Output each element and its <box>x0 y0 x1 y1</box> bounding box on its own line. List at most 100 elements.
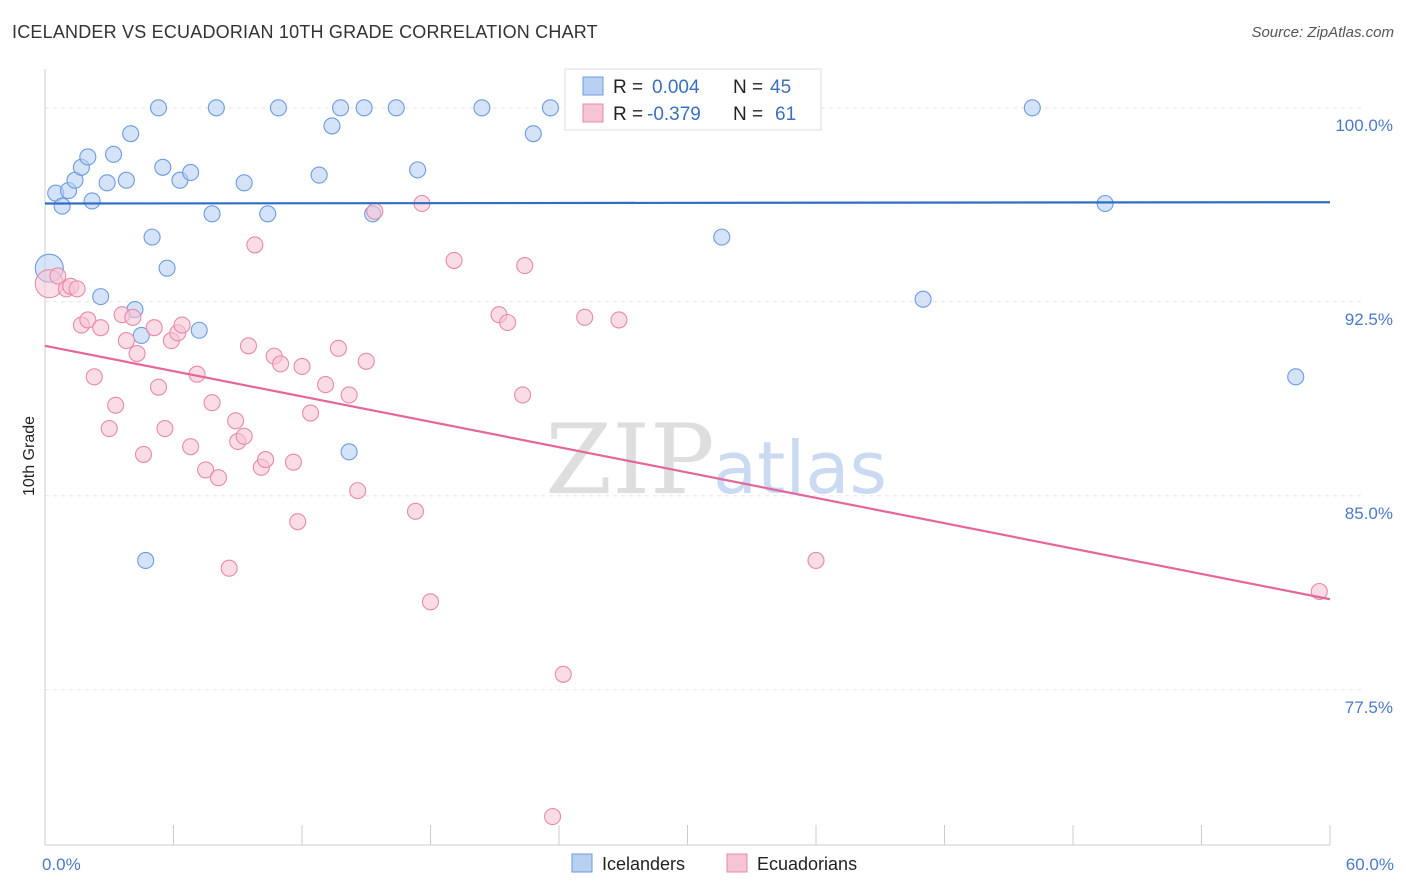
icelander-point <box>259 205 277 223</box>
icelander-point <box>182 163 200 182</box>
ecuadorian-point <box>445 251 463 269</box>
ecuadorian-point <box>257 451 275 469</box>
legend-swatch-ecuadorians <box>582 103 604 123</box>
ecuadorian-point <box>284 453 302 471</box>
bottom-legend-swatch-icelanders <box>571 853 593 873</box>
trend-lines <box>44 201 1331 601</box>
legend-swatch-icelanders <box>582 76 604 96</box>
icelander-point <box>149 99 168 117</box>
bottom-legend-icelanders: Icelanders <box>602 854 685 874</box>
watermark-atlas: atlas <box>713 426 887 510</box>
icelander-point <box>524 125 542 143</box>
icelander-point <box>473 99 491 117</box>
ecuadorian-point <box>107 396 125 414</box>
ecuadorian-point <box>349 482 367 500</box>
icelander-point <box>207 99 225 117</box>
series-legend: Icelanders Ecuadorians <box>571 853 857 874</box>
icelander-point <box>122 125 140 143</box>
icelander-point <box>235 174 253 192</box>
stats-legend: R = 0.004 N = 45 R = -0.379 N = 61 <box>564 68 822 131</box>
ecuadorian-point <box>156 419 174 438</box>
ecuadorian-point <box>293 357 311 376</box>
ecuadorian-point <box>366 202 384 220</box>
icelander-point <box>1023 99 1041 117</box>
legend-n-label-1: N = <box>733 77 763 98</box>
icelander-point <box>143 228 161 246</box>
ecuadorian-point <box>92 319 110 337</box>
data-points <box>34 99 1328 826</box>
ecuadorian-point <box>145 319 163 337</box>
ecuadorian-point <box>340 386 358 404</box>
icelander-point <box>158 259 176 277</box>
ecuadorian-point <box>317 376 335 394</box>
icelander-point <box>541 99 559 117</box>
ecuadorian-point <box>134 445 153 463</box>
ecuadorian-point <box>149 378 168 396</box>
icelander-point <box>203 205 221 223</box>
ecuadorian-point <box>209 469 228 487</box>
legend-r-value-icelanders: 0.004 <box>652 77 700 98</box>
ecuadorian-point <box>79 311 97 329</box>
ecuadorian-point <box>49 267 67 285</box>
legend-n-value-ecuadorians: 61 <box>775 104 796 125</box>
ecuadorian-point <box>197 461 215 479</box>
ecuadorian-point <box>289 513 307 531</box>
ecuadorian-point <box>117 332 135 350</box>
icelander-point <box>323 117 341 135</box>
icelander-point <box>1287 368 1305 386</box>
icelander-trend-line <box>44 201 1331 205</box>
watermark: ZIP atlas <box>545 404 887 516</box>
ecuadorian-point <box>239 337 258 355</box>
ecuadorian-point <box>302 404 320 422</box>
icelander-point <box>409 161 427 179</box>
icelander-point <box>104 145 123 163</box>
icelander-point <box>713 228 731 246</box>
ecuadorian-point <box>406 502 425 520</box>
legend-r-label-2: R = <box>613 104 643 125</box>
ecuadorian-point <box>124 308 142 326</box>
ecuadorian-point <box>499 313 517 332</box>
icelander-point <box>132 326 150 344</box>
ecuadorian-point <box>576 308 594 326</box>
ecuadorian-point <box>516 257 534 275</box>
ecuadorian-point <box>807 551 825 570</box>
y-tick-label: 92.5% <box>1345 310 1393 329</box>
ecuadorian-point <box>246 236 264 254</box>
icelander-point <box>79 148 97 166</box>
x-tick-label: 0.0% <box>42 855 81 874</box>
legend-r-value-ecuadorians: -0.379 <box>647 104 701 125</box>
icelander-point <box>387 99 405 117</box>
icelander-point <box>340 443 358 461</box>
ecuadorian-point <box>514 386 532 404</box>
grid-lines <box>45 107 1365 691</box>
icelander-point <box>310 166 328 184</box>
axes <box>44 69 1331 846</box>
icelander-point <box>83 192 101 210</box>
icelander-point <box>914 290 932 308</box>
icelander-point <box>117 171 135 189</box>
ecuadorian-point <box>227 412 245 430</box>
ecuadorian-point <box>610 311 628 329</box>
chart-title: ICELANDER VS ECUADORIAN 10TH GRADE CORRE… <box>12 22 598 42</box>
tick-labels: 77.5% 85.0% 92.5% 100.0% 0.0% 60.0% <box>42 116 1394 874</box>
ecuadorian-point <box>182 438 200 456</box>
legend-n-value-icelanders: 45 <box>770 77 791 98</box>
ecuadorian-point <box>100 419 118 438</box>
ecuadorian-point <box>421 593 440 611</box>
legend-n-label-2: N = <box>733 104 763 125</box>
icelander-point <box>269 99 287 117</box>
ecuadorian-point <box>203 394 221 412</box>
y-tick-label: 100.0% <box>1335 116 1393 135</box>
icelander-point <box>92 288 110 306</box>
icelander-point <box>331 99 350 117</box>
ecuadorian-point <box>173 316 191 334</box>
y-axis-title: 10th Grade <box>21 416 38 496</box>
ecuadorian-point <box>68 280 86 298</box>
icelander-point <box>154 158 172 176</box>
y-tick-label: 85.0% <box>1345 504 1393 523</box>
ecuadorian-trend-line <box>44 344 1331 601</box>
y-tick-label: 77.5% <box>1345 698 1393 717</box>
ecuadorian-point <box>128 344 146 363</box>
ecuadorian-point <box>85 368 103 386</box>
ecuadorian-point <box>272 355 290 373</box>
